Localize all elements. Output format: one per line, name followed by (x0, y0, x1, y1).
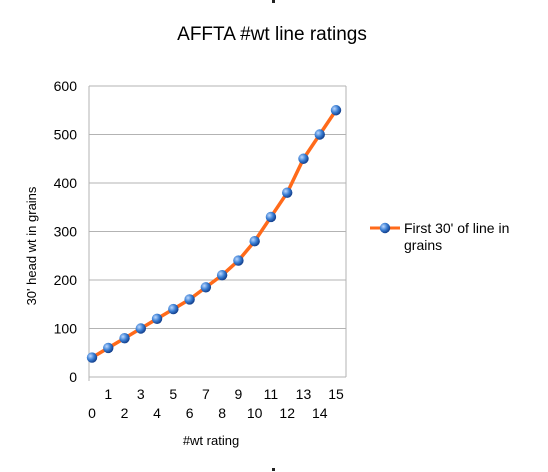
x-tick-label: 4 (153, 405, 161, 421)
data-point (151, 313, 163, 324)
data-point (314, 129, 325, 140)
data-point (184, 294, 195, 305)
selection-handle-top (272, 0, 275, 3)
y-tick-label: 500 (54, 127, 78, 143)
data-point (135, 323, 146, 334)
y-tick-label: 400 (54, 175, 78, 191)
x-axis-label: #wt rating (183, 433, 239, 448)
data-point (249, 236, 260, 247)
data-point (282, 187, 293, 198)
y-tick-label: 200 (54, 272, 78, 288)
y-tick-label: 100 (54, 321, 78, 337)
data-point (103, 342, 114, 354)
x-tick-label: 0 (88, 405, 96, 421)
x-tick-label: 15 (328, 386, 344, 402)
x-tick-label: 2 (121, 405, 129, 421)
data-point (265, 211, 277, 223)
axis-layer (88, 86, 347, 381)
selection-handle-bottom (272, 468, 275, 471)
x-tick-label: 5 (169, 386, 177, 402)
data-point (233, 255, 244, 266)
data-point (168, 303, 179, 315)
tick-labels: 0100200300400500600012345678910111213141… (54, 78, 344, 421)
legend: First 30' of line in grains (370, 220, 513, 253)
x-tick-label: 11 (264, 386, 279, 402)
data-point (86, 352, 98, 363)
y-axis-label: 30' head wt in grains (24, 186, 39, 305)
x-tick-label: 9 (235, 386, 243, 402)
x-tick-label: 7 (202, 386, 210, 402)
legend-label: First 30' of line in grains (404, 220, 513, 253)
data-point (119, 333, 130, 344)
series-line (90, 108, 338, 360)
x-tick-label: 13 (296, 386, 312, 402)
x-tick-label: 1 (104, 386, 112, 402)
y-tick-label: 600 (54, 78, 78, 94)
data-point (216, 269, 228, 281)
grid-layer (89, 85, 346, 329)
x-tick-label: 12 (279, 405, 295, 421)
y-tick-label: 300 (54, 224, 78, 240)
x-tick-label: 6 (186, 405, 194, 421)
x-tick-label: 3 (137, 386, 145, 402)
data-point (330, 105, 342, 116)
series-layer (86, 105, 342, 363)
x-tick-label: 8 (218, 405, 226, 421)
legend-marker-swatch (379, 222, 391, 234)
x-tick-label: 10 (247, 405, 263, 421)
data-point (200, 282, 212, 293)
data-point (298, 153, 309, 164)
chart-title: AFFTA #wt line ratings (177, 24, 367, 45)
x-tick-label: 14 (312, 405, 328, 421)
y-tick-label: 0 (69, 369, 77, 385)
